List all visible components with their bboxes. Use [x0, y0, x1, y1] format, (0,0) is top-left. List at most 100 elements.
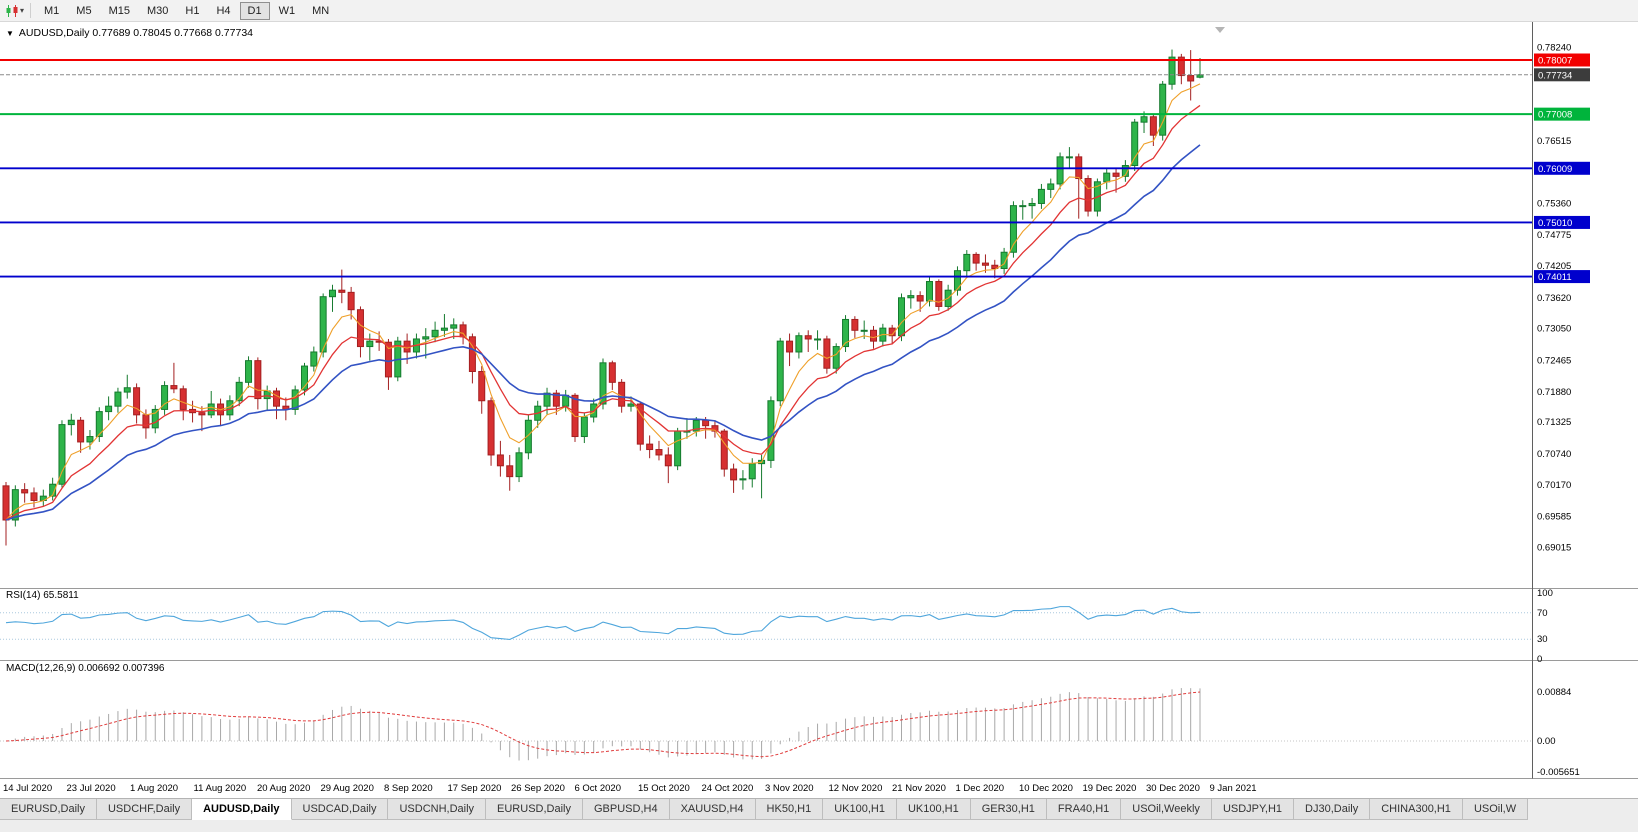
candle — [1028, 198, 1036, 219]
chart-tab-xauusd-h4[interactable]: XAUUSD,H4 — [669, 799, 756, 820]
chart-tab-usoil-w[interactable]: USOil,W — [1462, 799, 1529, 820]
x-axis-date-label: 14 Jul 2020 — [3, 783, 52, 794]
timeframe-button-m30[interactable]: M30 — [139, 2, 176, 20]
x-axis-date-label: 15 Oct 2020 — [638, 783, 690, 794]
price-label-text: 0.75010 — [1538, 218, 1572, 229]
candle — [972, 252, 980, 271]
chart-type-icon[interactable] — [5, 4, 19, 18]
chart-tab-usdchf-daily[interactable]: USDCHF,Daily — [96, 799, 193, 820]
macd-axis-labels: 0.00884 0.00 -0.005651 — [1537, 687, 1580, 778]
price-axis-label: 0.75360 — [1537, 198, 1571, 209]
chart-tab-audusd-daily[interactable]: AUDUSD,Daily — [192, 799, 292, 820]
candle — [2, 482, 10, 546]
candle — [1019, 200, 1027, 220]
x-axis-date-label: 1 Dec 2020 — [956, 783, 1005, 794]
x-axis-date-label: 29 Aug 2020 — [321, 783, 374, 794]
candle — [245, 356, 253, 388]
candle — [366, 333, 374, 361]
price-axis-boxed-labels: 0.78007 0.77734 0.77008 0.76009 0.75010 0.740… — [1534, 53, 1590, 284]
timeframe-button-h4[interactable]: H4 — [208, 2, 238, 20]
candle — [39, 489, 47, 506]
candle — [730, 463, 738, 493]
x-axis-date-label: 30 Dec 2020 — [1146, 783, 1200, 794]
x-axis-date-label: 21 Nov 2020 — [892, 783, 946, 794]
candle — [328, 284, 336, 312]
candle — [254, 357, 262, 410]
price-label-text: 0.78007 — [1538, 56, 1572, 67]
x-axis-date-label: 23 Jul 2020 — [67, 783, 116, 794]
chart-tab-uk100-h1[interactable]: UK100,H1 — [896, 799, 971, 820]
price-label-box-resistance-line — [1534, 53, 1590, 67]
chart-tab-gbpusd-h4[interactable]: GBPUSD,H4 — [583, 799, 670, 820]
x-axis-date-label: 10 Dec 2020 — [1019, 783, 1073, 794]
candle — [356, 306, 364, 358]
candle — [207, 390, 215, 419]
chart-tab-dj30-daily[interactable]: DJ30,Daily — [1294, 799, 1371, 820]
chart-tab-eurusd-daily[interactable]: EURUSD,Daily — [486, 799, 583, 820]
candle — [842, 315, 850, 352]
candle — [291, 385, 299, 415]
candle — [1196, 57, 1204, 79]
candle — [599, 358, 607, 410]
timeframe-button-h1[interactable]: H1 — [177, 2, 207, 20]
candle — [49, 477, 57, 501]
candle — [1159, 80, 1167, 141]
candle — [1168, 49, 1176, 90]
rsi-axis-label: 70 — [1537, 608, 1548, 619]
macd-signal-line — [5, 691, 1201, 758]
x-axis-date-label: 12 Nov 2020 — [829, 783, 883, 794]
candle — [105, 396, 113, 421]
candle — [739, 470, 747, 490]
timeframe-button-w1[interactable]: W1 — [271, 2, 304, 20]
candle — [636, 401, 644, 451]
x-axis-date-label: 19 Dec 2020 — [1083, 783, 1137, 794]
candle — [310, 346, 318, 372]
candle — [67, 413, 75, 436]
rsi-axis-labels: 100 70 30 0 — [1537, 588, 1553, 665]
candle — [1065, 147, 1073, 168]
chart-tab-usdcnh-daily[interactable]: USDCNH,Daily — [388, 799, 487, 820]
chart-tab-ger30-h1[interactable]: GER30,H1 — [970, 799, 1047, 820]
candle — [851, 316, 859, 338]
chart-tab-usdjpy-h1[interactable]: USDJPY,H1 — [1211, 799, 1295, 820]
chart-tab-usoil-weekly[interactable]: USOil,Weekly — [1121, 799, 1212, 820]
x-axis-date-label: 26 Sep 2020 — [511, 783, 565, 794]
x-axis-date-label: 6 Oct 2020 — [575, 783, 621, 794]
candle — [795, 332, 803, 359]
candle — [450, 318, 458, 339]
chart-ohlc-text: AUDUSD,Daily 0.77689 0.78045 0.77668 0.7… — [18, 27, 254, 39]
candle — [496, 440, 504, 477]
candle — [273, 387, 281, 420]
candle — [552, 389, 560, 415]
chart-tab-china300-h1[interactable]: CHINA300,H1 — [1370, 799, 1463, 820]
macd-histogram — [14, 688, 1201, 761]
chart-tab-eurusd-daily[interactable]: EURUSD,Daily — [0, 799, 97, 820]
candle — [916, 291, 924, 312]
rsi-axis-label: 0 — [1537, 654, 1542, 665]
timeframe-button-m5[interactable]: M5 — [68, 2, 99, 20]
price-axis-label: 0.71325 — [1537, 417, 1571, 428]
chart-tab-bar: EURUSD,Daily USDCHF,Daily AUDUSD,Daily USDC… — [0, 798, 1638, 832]
timeframe-button-m1[interactable]: M1 — [36, 2, 67, 20]
price-label-box-bid-price — [1534, 68, 1590, 82]
chart-shift-marker-icon[interactable] — [1215, 27, 1225, 33]
chart-tab-fra40-h1[interactable]: FRA40,H1 — [1046, 799, 1122, 820]
price-label-box-support-line — [1534, 161, 1590, 175]
timeframe-toolbar: ▾ M1 M5 M15 M30 H1 H4 D1 W1 MN — [0, 0, 1638, 22]
date-axis: 14 Jul 2020 23 Jul 2020 1 Aug 2020 11 Aug 2… — [3, 783, 1257, 794]
dropdown-arrow-icon[interactable]: ▾ — [20, 6, 25, 15]
price-label-box-support-line — [1534, 107, 1590, 121]
timeframe-button-m15[interactable]: M15 — [101, 2, 138, 20]
chart-tab-hk50-h1[interactable]: HK50,H1 — [755, 799, 824, 820]
timeframe-button-mn[interactable]: MN — [304, 2, 337, 20]
timeframe-button-d1[interactable]: D1 — [239, 1, 270, 20]
price-axis-label: 0.69015 — [1537, 542, 1571, 553]
candle — [1056, 152, 1064, 190]
chart-tab-usdcad-daily[interactable]: USDCAD,Daily — [291, 799, 389, 820]
candle — [935, 279, 943, 311]
chart-menu-icon[interactable]: ▼ — [6, 28, 14, 38]
chart-tab-uk100-h1[interactable]: UK100,H1 — [823, 799, 897, 820]
candle — [1177, 53, 1185, 85]
